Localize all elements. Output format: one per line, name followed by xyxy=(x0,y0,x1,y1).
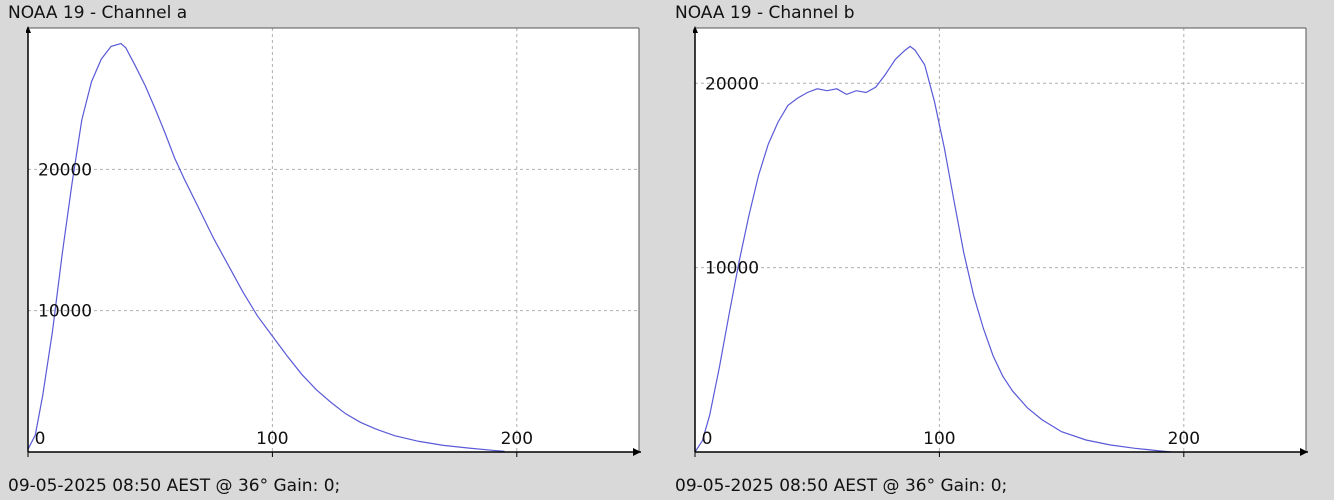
plot-area: 01002001000020000y-axis xyxy=(26,26,641,457)
x-tick-label: 200 xyxy=(501,429,533,449)
x-tick-label: 0 xyxy=(35,429,46,449)
chart-footer: 09-05-2025 08:50 AEST @ 36° Gain: 0; xyxy=(675,476,1008,496)
plot-area: 01002001000020000y-axis xyxy=(693,26,1308,457)
x-tick-label: 100 xyxy=(923,429,955,449)
plot-background xyxy=(695,28,1306,452)
y-tick-label: 20000 xyxy=(705,74,759,94)
y-axis-arrow xyxy=(26,26,31,33)
series-line xyxy=(27,42,505,452)
chart-panel-a: NOAA 19 - Channel a 01002001000020000y-a… xyxy=(8,3,641,496)
y-tick-label: 20000 xyxy=(38,160,92,180)
x-axis-arrow xyxy=(1300,448,1308,456)
y-axis-arrow xyxy=(693,26,698,33)
y-tick-label: 10000 xyxy=(38,302,92,322)
x-tick-label: 100 xyxy=(256,429,288,449)
chart-title: NOAA 19 - Channel b xyxy=(675,3,855,23)
y-tick-label: 10000 xyxy=(705,259,759,279)
x-axis-arrow xyxy=(633,448,641,456)
chart-panel-b: NOAA 19 - Channel b 01002001000020000y-a… xyxy=(667,0,1334,500)
plot-background xyxy=(28,28,639,452)
chart-title: NOAA 19 - Channel a xyxy=(8,3,188,23)
chart-footer: 09-05-2025 08:50 AEST @ 36° Gain: 0; xyxy=(8,476,341,496)
x-tick-label: 200 xyxy=(1168,429,1200,449)
series-line xyxy=(694,45,1172,453)
x-tick-label: 0 xyxy=(702,429,713,449)
